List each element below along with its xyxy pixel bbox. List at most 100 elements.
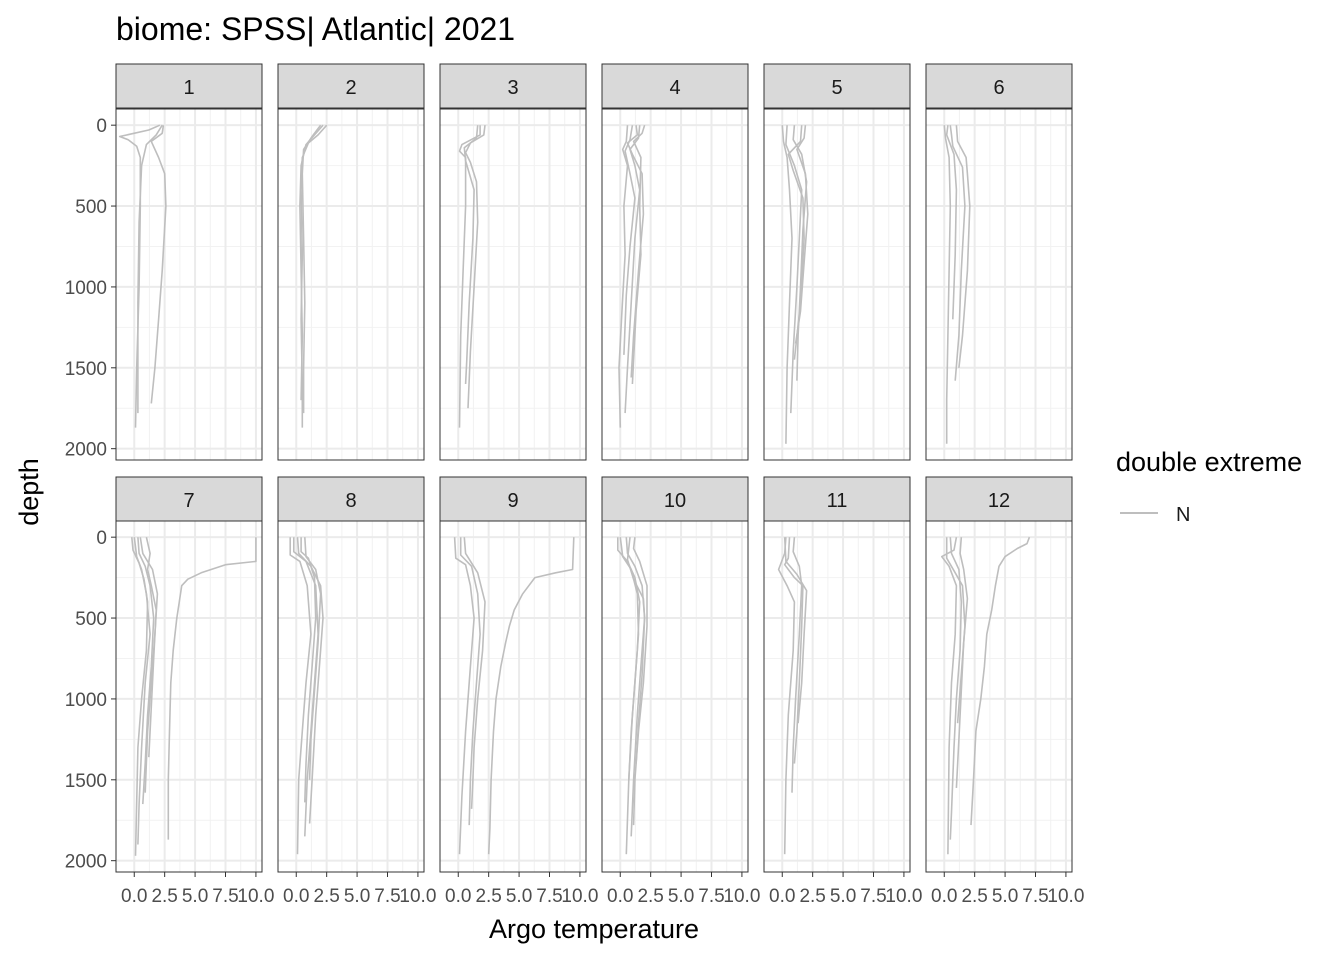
facet-strip-label: 8 xyxy=(345,490,356,512)
profile-line xyxy=(304,537,322,780)
panel-border xyxy=(115,520,263,873)
x-tick-label: 5.0 xyxy=(992,886,1018,907)
legend: double extreme N xyxy=(1116,447,1302,526)
x-tick-label: 0.0 xyxy=(283,886,309,907)
facet-panels: 1 2 3 4 5 67 8 9 10 11 12 xyxy=(115,63,1073,873)
facet-panel-1: 1 xyxy=(115,63,263,461)
y-tick-label: 500 xyxy=(75,197,107,218)
profile-line xyxy=(626,537,646,764)
facet-panel-5: 5 xyxy=(763,63,911,461)
panel-border xyxy=(439,108,587,461)
facet-strip-label: 10 xyxy=(664,490,686,512)
x-tick-label: 5.0 xyxy=(668,886,694,907)
x-tick-label: 10.0 xyxy=(1047,886,1084,907)
panel-border xyxy=(439,520,587,873)
panel-border xyxy=(601,108,749,461)
x-tick-label: 2.5 xyxy=(637,886,663,907)
facet-strip-label: 4 xyxy=(669,77,680,99)
facet-strip-label: 1 xyxy=(183,77,194,99)
profile-line xyxy=(945,125,958,320)
panel-border xyxy=(115,108,263,461)
profile-line xyxy=(949,537,963,840)
facet-strip xyxy=(763,476,911,522)
profile-line xyxy=(943,125,952,444)
y-tick-label: 2000 xyxy=(65,852,107,873)
x-tick-label: 2.5 xyxy=(151,886,177,907)
facet-strip xyxy=(925,476,1073,522)
legend-label-n: N xyxy=(1176,504,1190,526)
x-tick-label: 7.5 xyxy=(860,886,886,907)
facet-strip xyxy=(601,476,749,522)
x-tick-label: 10.0 xyxy=(885,886,922,907)
facet-panel-10: 10 xyxy=(601,476,749,873)
panel-border xyxy=(763,520,911,873)
facet-panel-2: 2 xyxy=(277,63,425,461)
x-tick-label: 7.5 xyxy=(1022,886,1048,907)
facet-panel-6: 6 xyxy=(925,63,1073,461)
x-tick-label: 5.0 xyxy=(182,886,208,907)
x-tick-label: 10.0 xyxy=(399,886,436,907)
x-tick-label: 2.5 xyxy=(475,886,501,907)
profile-line xyxy=(955,537,969,788)
facet-strip xyxy=(115,63,263,109)
profile-line xyxy=(459,537,481,826)
x-tick-label: 2.5 xyxy=(799,886,825,907)
panel-background xyxy=(764,521,910,872)
profile-line xyxy=(794,125,809,344)
profile-line xyxy=(783,537,808,724)
profile-line xyxy=(463,537,486,809)
y-tick-label: 0 xyxy=(96,116,107,137)
panel-background xyxy=(440,109,586,460)
facet-strip-label: 2 xyxy=(345,77,356,99)
profile-line xyxy=(623,125,636,355)
panel-background xyxy=(278,521,424,872)
profile-line xyxy=(464,125,486,409)
x-tick-label: 0.0 xyxy=(607,886,633,907)
profile-line xyxy=(463,125,479,385)
x-tick-label: 0.0 xyxy=(769,886,795,907)
profile-line xyxy=(289,537,312,855)
profile-line xyxy=(300,537,317,803)
facet-strip-label: 11 xyxy=(827,490,848,512)
panel-border xyxy=(763,108,911,461)
x-tick-label: 0.0 xyxy=(445,886,471,907)
panel-border xyxy=(601,520,749,873)
y-axis-title: depth xyxy=(14,458,44,526)
profile-line xyxy=(167,537,257,840)
profile-line xyxy=(150,125,167,404)
x-tick-label: 5.0 xyxy=(344,886,370,907)
facet-strip xyxy=(115,476,263,522)
panel-border xyxy=(925,108,1073,461)
profile-line xyxy=(785,125,803,414)
panel-border xyxy=(277,520,425,873)
panel-background xyxy=(926,109,1072,460)
x-tick-label: 7.5 xyxy=(536,886,562,907)
chart-title: biome: SPSS| Atlantic| 2021 xyxy=(116,11,515,47)
panel-background xyxy=(278,109,424,460)
x-tick-label: 2.5 xyxy=(313,886,339,907)
x-tick-label: 0.0 xyxy=(121,886,147,907)
profile-line xyxy=(618,125,629,428)
y-tick-label: 1500 xyxy=(65,359,107,380)
profile-line xyxy=(945,537,966,724)
profile-line xyxy=(781,125,793,444)
y-tick-label: 2000 xyxy=(65,440,107,461)
profile-line xyxy=(453,537,475,855)
x-tick-label: 7.5 xyxy=(374,886,400,907)
y-tick-label: 1000 xyxy=(65,690,107,711)
profile-line xyxy=(631,124,646,385)
x-axis-title: Argo temperature xyxy=(489,914,699,944)
panel-background xyxy=(602,521,748,872)
x-tick-label: 5.0 xyxy=(830,886,856,907)
y-tick-label: 1000 xyxy=(65,278,107,299)
profile-line xyxy=(145,537,157,758)
profile-line xyxy=(137,124,163,414)
facet-strip xyxy=(439,63,587,109)
x-tick-label: 10.0 xyxy=(723,886,760,907)
facet-panel-8: 8 xyxy=(277,476,425,873)
facet-panel-12: 12 xyxy=(925,476,1073,873)
profile-line xyxy=(296,537,324,824)
y-tick-label: 0 xyxy=(96,528,107,549)
facet-panel-9: 9 xyxy=(439,476,587,873)
